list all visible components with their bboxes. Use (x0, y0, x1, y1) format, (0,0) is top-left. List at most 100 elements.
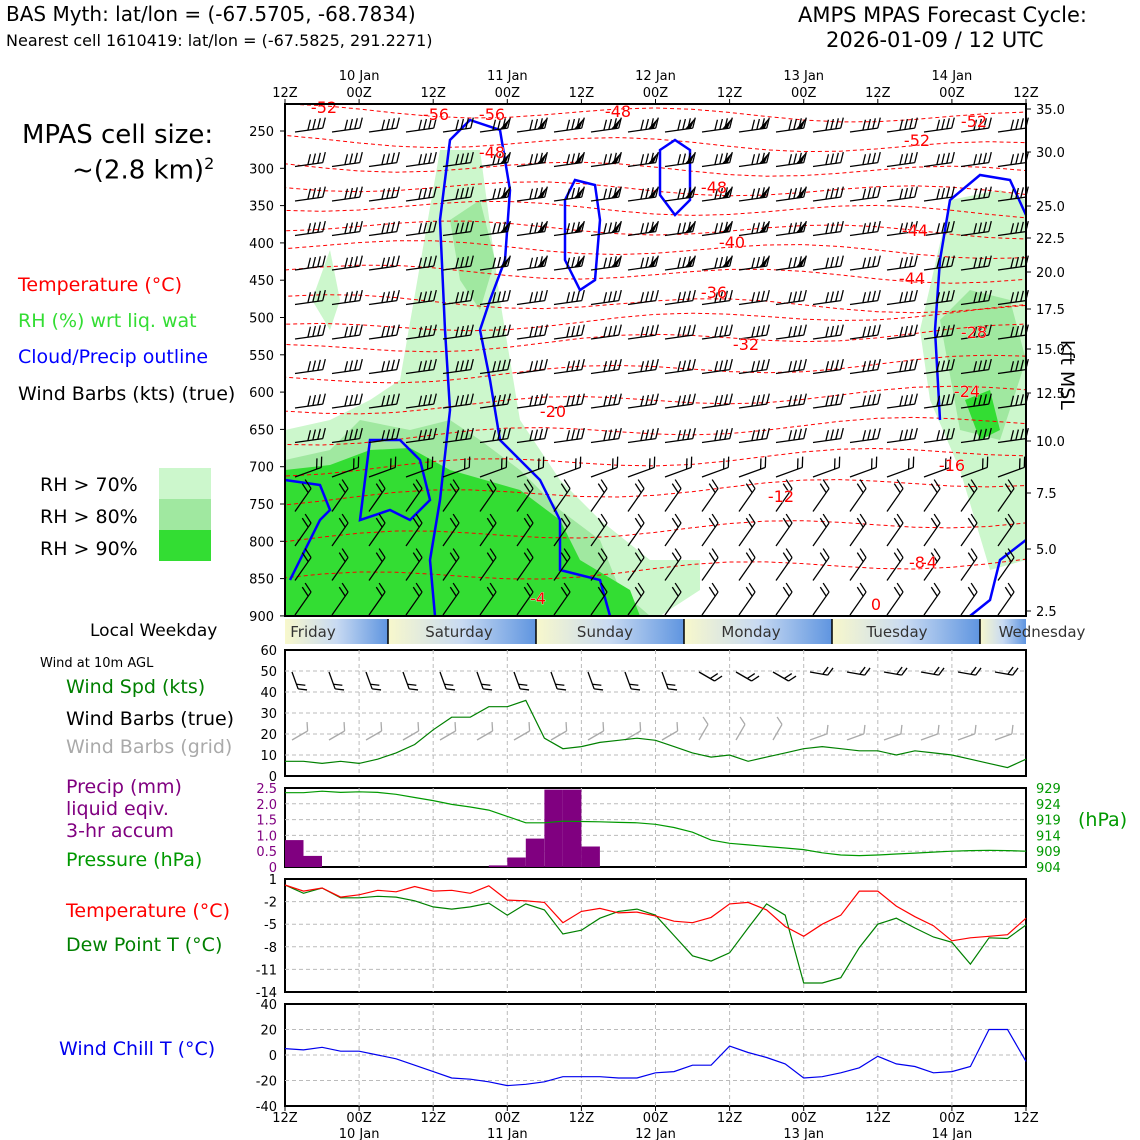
temp-label: Temperature (°C) (66, 900, 230, 922)
nearest-cell-text: Nearest cell 1610419: lat/lon = (-67.582… (6, 31, 433, 50)
wind-barb-true-5 (476, 671, 493, 691)
wind-barb-grid-16 (883, 724, 903, 741)
legend-barbs: Wind Barbs (kts) (true) (18, 383, 236, 405)
cell-size-sup: 2 (204, 154, 215, 173)
windchill-panel-ytick-2: 0 (269, 1049, 277, 1064)
bottom-day-label-2: 12 Jan (635, 1127, 676, 1140)
temperature-contour-6 (284, 240, 1026, 260)
precip-panel-ytick-5: 0 (269, 861, 277, 876)
precip-bar-11 (488, 865, 508, 867)
top-tick-label-8: 12Z (865, 86, 891, 101)
kft-tick-label-11: 2.5 (1036, 605, 1057, 620)
bottom-day-label-1: 11 Jan (487, 1127, 528, 1140)
precip-panel-ytick-4: 0.5 (256, 845, 277, 860)
top-tick-label-7: 00Z (791, 86, 817, 101)
wind-barb-true-14 (809, 666, 834, 676)
legend-rh: RH (%) wrt liq. wat (18, 310, 197, 332)
temperature-label-15: -20 (540, 402, 566, 421)
windchill-panel-ytick-3: -20 (256, 1075, 277, 1090)
wind-barb-grid-10 (661, 722, 679, 741)
temperature-label-5: -52 (961, 112, 987, 131)
temperature-label-1: -56 (423, 105, 449, 124)
bottom-tick-label-10: 12Z (1013, 1111, 1039, 1126)
top-day-label-0: 10 Jan (339, 69, 380, 84)
bottom-day-label-0: 10 Jan (339, 1127, 380, 1140)
temp-panel-ytick-0: 1 (269, 873, 277, 888)
wind-panel-ytick-5: 10 (260, 749, 277, 764)
temp-panel-ytick-4: -11 (256, 963, 277, 978)
wind-panel-ytick-0: 60 (260, 644, 277, 659)
bottom-tick-label-7: 00Z (791, 1111, 817, 1126)
wind-barb-grid-0 (291, 722, 309, 741)
temperature-label-18: -8 (909, 553, 925, 572)
top-tick-label-2: 12Z (420, 86, 446, 101)
temperature-label-17: -12 (768, 487, 794, 506)
wind-barbs-true-label: Wind Barbs (true) (66, 708, 235, 730)
kft-tick-label-4: 20.0 (1036, 266, 1065, 281)
wind-barb-grid-9 (624, 722, 642, 741)
top-tick-label-9: 00Z (939, 86, 965, 101)
pressure-tick-label-10: 750 (249, 498, 274, 513)
pressure-tick-label-2: 350 (249, 200, 274, 215)
pressure-ytick-2: 919 (1036, 814, 1061, 829)
cell-size-label: MPAS cell size: (22, 120, 214, 150)
wind-barb-true-3 (402, 671, 419, 691)
temperature-contour-17 (284, 558, 1026, 580)
wind-barb-true-0 (291, 671, 308, 691)
temperature-label-3: -48 (605, 102, 631, 121)
wind-speed-line (285, 699, 1027, 769)
wind-barb-grid-18 (957, 724, 977, 741)
wind-10m-title: Wind at 10m AGL (40, 656, 154, 671)
wind-barb-true-1 (328, 671, 345, 691)
pressure-tick-label-4: 450 (249, 274, 274, 289)
dew-point-line (284, 884, 1027, 984)
precip-bar-0 (285, 840, 304, 867)
wind-barb-grid-15 (846, 724, 866, 741)
precip-label-3: 3-hr accum (66, 820, 174, 842)
top-tick-label-0: 12Z (272, 86, 298, 101)
pressure-tick-label-9: 700 (249, 461, 274, 476)
precip-label: Precip (mm) (66, 776, 182, 798)
top-tick-label-10: 12Z (1013, 86, 1039, 101)
precip-bar-1 (303, 855, 322, 867)
wind-panel-ytick-1: 50 (260, 665, 277, 680)
pressure-tick-label-11: 800 (249, 535, 274, 550)
wind-panel-ytick-6: 0 (269, 770, 277, 785)
windchill-line (284, 1028, 1027, 1087)
wind-barb-true-6 (513, 671, 530, 691)
wind-barb-true-16 (883, 666, 908, 676)
wind-speed-label: Wind Spd (kts) (66, 676, 206, 698)
precip-panel-ytick-0: 2.5 (256, 782, 277, 797)
wind-barb-true-19 (994, 666, 1019, 676)
weekday-title: Local Weekday (90, 621, 218, 641)
temperature-contour-9 (284, 304, 1026, 332)
windchill-label: Wind Chill T (°C) (59, 1038, 216, 1060)
legend-rh80: RH > 80% (40, 506, 138, 528)
wind-barb-grid-8 (587, 722, 605, 741)
temperature-label-13: -28 (961, 323, 987, 342)
wind-panel-ytick-4: 20 (260, 728, 277, 743)
weekday-label-3: Monday (721, 623, 780, 641)
wind-barb-true-15 (846, 666, 871, 676)
rh90-swatch (159, 530, 211, 561)
temperature-label-4: -52 (904, 131, 930, 150)
temp-panel-ytick-1: -2 (264, 896, 277, 911)
bottom-tick-label-1: 00Z (346, 1111, 372, 1126)
temp-panel-ytick-5: -14 (256, 986, 277, 1001)
kft-tick-label-2: 25.0 (1036, 200, 1065, 215)
wind-barb-true-4 (439, 671, 456, 691)
top-tick-label-1: 00Z (346, 86, 372, 101)
precip-label-2: liquid eqiv. (66, 798, 169, 820)
temperature-label-16: -16 (939, 456, 965, 475)
cloud-outline-6 (969, 539, 1027, 617)
bottom-day-label-4: 14 Jan (932, 1127, 973, 1140)
pressure-label: Pressure (hPa) (66, 849, 203, 871)
temperature-contour-15 (284, 479, 1026, 506)
bottom-tick-label-6: 12Z (717, 1111, 743, 1126)
top-day-label-3: 13 Jan (783, 69, 824, 84)
wind-barb-true-12 (735, 671, 760, 682)
bottom-tick-label-3: 00Z (495, 1111, 521, 1126)
weekday-label-5: Wednesday (999, 623, 1086, 641)
bottom-tick-label-8: 12Z (865, 1111, 891, 1126)
wind-panel-ytick-2: 40 (260, 686, 277, 701)
